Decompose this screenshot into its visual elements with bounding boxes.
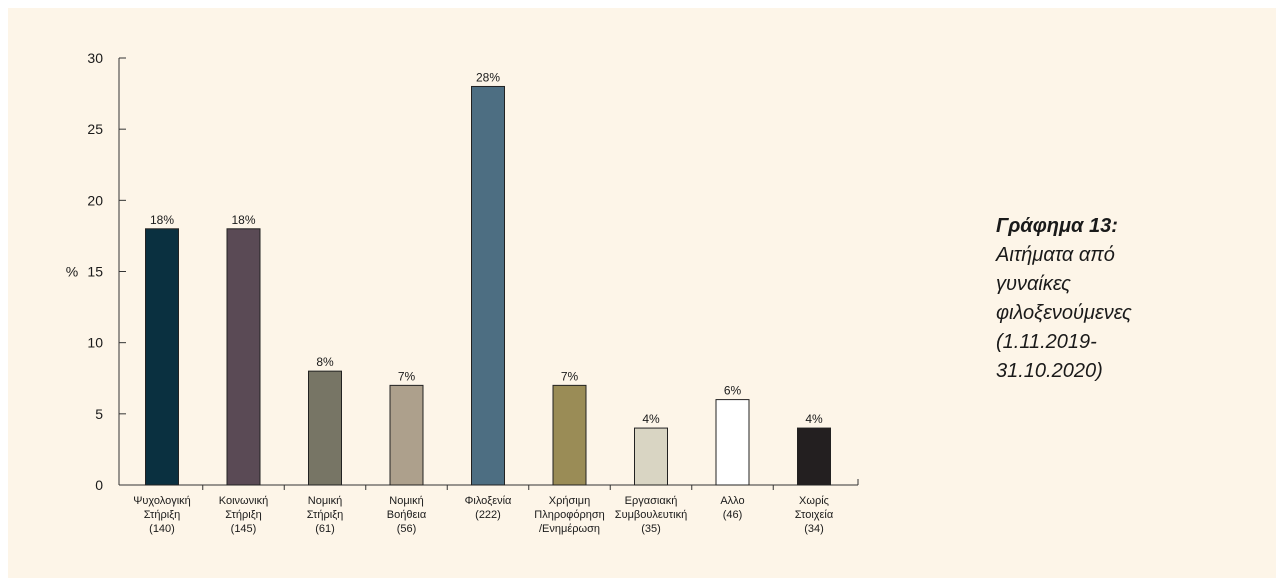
category-label-line: (140) [149,523,175,535]
y-axis-label: % [66,264,78,280]
category-label-line: Βοήθεια [387,509,427,521]
y-tick-label: 15 [87,264,103,280]
category-label: Κοινωνική Στήριξη (145) [219,495,268,535]
bar [715,399,750,486]
y-tick-label: 10 [87,335,103,351]
y-tick-label: 0 [95,477,103,493]
category-label-line: Εργασιακή [625,495,678,507]
data-label: 7% [398,369,416,383]
category-label: Χωρίς Στοιχεία (34) [795,495,834,535]
caption-title: Γράφημα 13: [996,215,1118,237]
category-label: Φιλοξενία (222) [465,495,512,521]
category-label: Αλλο (46) [720,495,744,521]
bar [308,370,342,486]
category-label-line: Αλλο [720,495,744,507]
category-label-line: (34) [804,523,824,535]
category-label-line: (145) [231,523,257,535]
category-label-line: /Ενημέρωση [539,523,600,535]
category-label-line: Κοινωνική [219,495,268,507]
category-label-line: Νομική [389,495,423,507]
bar [471,85,505,486]
y-tick-label: 20 [87,192,103,208]
category-label-line: (222) [475,509,501,521]
category-label-line: Στήριξη [144,509,180,521]
bar [226,228,261,486]
category-label-line: Στήριξη [225,509,261,521]
y-tick-label: 30 [87,50,103,66]
category-label-line: Πληροφόρηση [534,509,604,521]
category-label-line: Χωρίς [799,495,829,507]
bar [634,427,668,486]
bar [145,228,179,486]
category-label-line: Χρήσιμη [549,495,590,507]
data-label: 18% [150,213,174,227]
bar-chart: 0 5 10 15 20 25 30% 18% Ψυχολογική Στήριξη (140) 18… [66,50,859,535]
y-tick-label: 25 [87,121,103,137]
chart-caption: Γράφημα 13: Αιτήματα από γυναίκες φιλοξε… [996,212,1256,386]
category-label: Εργασιακή Συμβουλευτική (35) [615,495,687,535]
data-label: 18% [231,213,255,227]
category-label-line: Στήριξη [307,509,343,521]
category-label: Ψυχολογική Στήριξη (140) [133,495,191,535]
category-label-line: Συμβουλευτική [615,509,687,521]
category-label-line: Ψυχολογική [133,495,191,507]
data-label: 7% [561,369,579,383]
category-label: Νομική Στήριξη (61) [307,495,343,535]
category-label-line: (61) [315,523,335,535]
data-label: 4% [642,412,660,426]
y-tick-label: 5 [95,406,103,422]
category-label-line: Νομική [308,495,342,507]
data-label: 6% [724,384,742,398]
category-label-line: (56) [397,523,417,535]
bar [552,384,587,486]
chart-panel: 0 5 10 15 20 25 30% 18% Ψυχολογική Στήριξη (140) 18… [8,8,1276,578]
bar [389,384,424,486]
category-label-line: Φιλοξενία [465,495,512,507]
category-label: Χρήσιμη Πληροφόρηση/Ενημέρωση [534,495,604,535]
category-label-line: (46) [723,509,743,521]
data-label: 28% [476,70,500,84]
data-label: 4% [805,412,823,426]
category-label: Νομική Βοήθεια (56) [387,495,427,535]
data-label: 8% [316,355,334,369]
caption-subtitle: Αιτήματα από γυναίκες φιλοξενούμενες (1.… [996,244,1132,382]
bar [797,427,831,486]
category-label-line: Στοιχεία [795,509,834,521]
category-label-line: (35) [641,523,661,535]
